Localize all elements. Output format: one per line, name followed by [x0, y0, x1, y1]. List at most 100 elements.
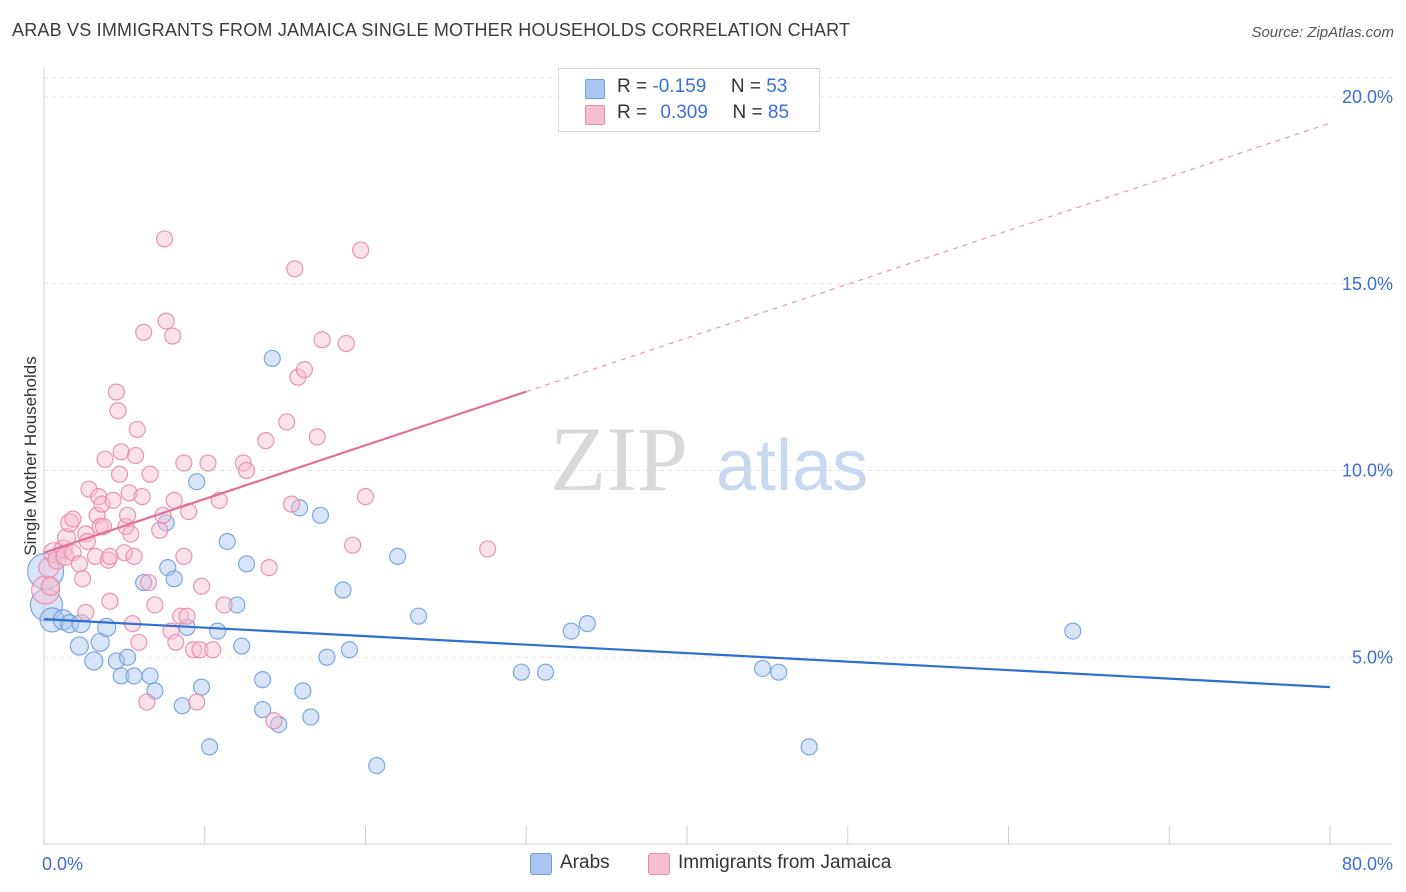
data-point	[138, 693, 156, 711]
data-point	[71, 614, 91, 634]
data-point	[178, 607, 196, 625]
data-point	[107, 383, 125, 401]
legend-n-label: N =	[732, 102, 763, 123]
data-point	[334, 581, 352, 599]
watermark-zip: ZIP	[550, 408, 688, 510]
data-point	[69, 636, 89, 656]
data-point	[175, 547, 193, 566]
data-point	[233, 637, 251, 655]
data-point	[263, 349, 281, 368]
data-point	[218, 532, 236, 551]
data-point	[254, 671, 272, 689]
data-point	[191, 641, 209, 659]
data-point	[184, 641, 203, 659]
data-point	[1064, 622, 1082, 640]
data-point	[257, 432, 275, 450]
data-point	[265, 712, 283, 730]
data-points	[27, 230, 1082, 775]
data-point	[56, 528, 77, 548]
data-point	[286, 260, 304, 278]
data-point	[141, 465, 159, 483]
watermark-atlas: atlas	[716, 426, 868, 506]
data-point	[127, 446, 145, 465]
data-point	[172, 607, 190, 625]
data-point	[237, 555, 256, 573]
trend-line-arabs	[43, 618, 1331, 689]
bottom-legend-label-arabs: Arabs	[560, 852, 610, 873]
data-point	[260, 559, 278, 577]
data-point	[175, 454, 193, 472]
y-axis-label: Single Mother Households	[21, 356, 40, 555]
data-point	[164, 327, 182, 345]
data-point	[800, 738, 818, 756]
data-point	[118, 648, 137, 666]
data-point	[125, 667, 143, 685]
data-point	[192, 577, 211, 595]
data-point	[101, 592, 119, 610]
data-point	[311, 506, 330, 524]
data-point	[60, 614, 80, 634]
data-point	[70, 555, 88, 573]
data-point	[308, 428, 326, 446]
data-point	[112, 443, 130, 461]
tick-labels: 5.0% 10.0% 15.0% 20.0% 0.0% 80.0%	[42, 87, 1393, 874]
source-label: Source: ZipAtlas.com	[1251, 24, 1394, 41]
data-point	[104, 491, 122, 509]
data-point	[356, 488, 375, 506]
trend-lines	[43, 122, 1331, 689]
axes	[43, 68, 1392, 845]
data-point	[337, 334, 355, 353]
trend-line-jamaica-extension	[526, 122, 1331, 393]
data-point	[101, 547, 119, 566]
data-point	[215, 596, 233, 614]
data-point	[157, 312, 175, 330]
data-point	[368, 756, 386, 775]
data-point	[93, 495, 111, 513]
data-point	[155, 230, 174, 248]
data-point	[204, 641, 222, 659]
y-tick-label: 10.0%	[1342, 461, 1393, 481]
data-point	[141, 667, 159, 685]
y-tick-label: 5.0%	[1352, 647, 1393, 667]
data-point	[109, 402, 127, 420]
data-point	[295, 361, 314, 379]
data-point	[64, 510, 82, 528]
data-point	[128, 420, 146, 439]
data-point	[562, 622, 580, 640]
data-point	[199, 454, 217, 472]
data-point	[86, 547, 105, 566]
y-tick-label: 20.0%	[1342, 87, 1393, 107]
x-tick-label: 0.0%	[42, 854, 83, 874]
chart-title: ARAB VS IMMIGRANTS FROM JAMAICA SINGLE M…	[12, 20, 851, 40]
data-point	[165, 491, 183, 509]
data-point	[84, 651, 104, 671]
legend-n-value-arabs: 53	[766, 76, 788, 97]
data-point	[282, 495, 301, 513]
data-point	[29, 588, 64, 622]
data-point	[139, 573, 158, 592]
data-point	[110, 465, 129, 483]
data-point	[151, 521, 169, 539]
data-point	[77, 603, 95, 622]
legend-r-label: R =	[617, 102, 648, 123]
legend-n-label: N =	[730, 76, 761, 97]
data-point	[344, 536, 362, 554]
data-point	[302, 708, 320, 726]
correlation-legend: R = -0.159 N = 53 R = 0.309 N = 85	[558, 68, 820, 132]
data-point	[294, 682, 312, 700]
data-point	[278, 413, 296, 431]
data-point	[318, 648, 336, 666]
data-point	[770, 663, 788, 681]
data-point	[96, 450, 114, 468]
data-point	[340, 641, 359, 659]
data-point	[290, 499, 309, 517]
x-tick-label: 80.0%	[1342, 854, 1393, 874]
data-point	[389, 547, 407, 566]
data-point	[115, 544, 133, 562]
data-point	[200, 738, 219, 756]
legend-r-value-arabs: -0.159	[652, 76, 707, 97]
data-point	[73, 570, 92, 588]
data-point	[146, 596, 164, 614]
data-point	[192, 678, 211, 696]
